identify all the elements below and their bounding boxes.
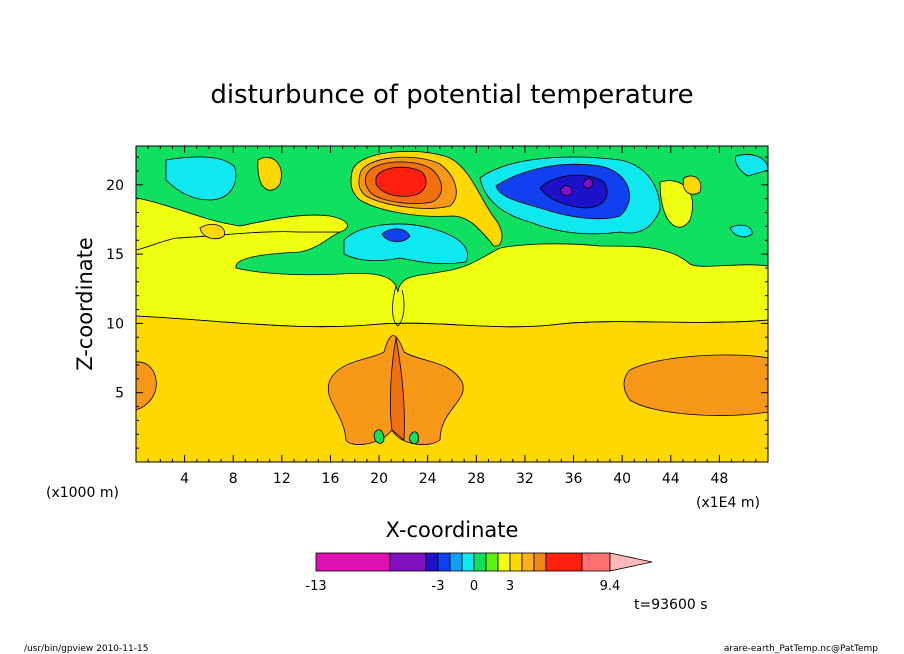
colorbar-label: 9.4 <box>600 579 621 594</box>
colorbar-arrow <box>609 552 653 572</box>
chart-title: disturbunce of potential temperature <box>210 80 693 110</box>
y-tick-label: 15 <box>106 247 124 263</box>
x-tick-label: 12 <box>273 471 291 487</box>
x-tick-label: 48 <box>710 471 728 487</box>
region-yellow-spot <box>257 157 282 191</box>
colorbar-segment <box>533 552 547 572</box>
y-tick-label: 20 <box>106 178 124 194</box>
region-central-plume <box>389 337 405 441</box>
colorbar: -13 -3 0 3 9.4 <box>305 552 653 594</box>
x-tick-label: 36 <box>565 471 583 487</box>
colorbar-segment <box>509 552 523 572</box>
colorbar-label: 0 <box>470 579 478 594</box>
x-axis: 4 8 12 16 20 24 28 32 36 40 44 48 <box>147 146 757 487</box>
region-lower-right-blob <box>623 354 768 416</box>
region-upper-yellow-pocket <box>136 197 348 251</box>
x-tick-label: 4 <box>180 471 189 487</box>
colorbar-segment <box>315 552 391 572</box>
region-cyan-left <box>165 156 237 201</box>
x-unit-right: (x1E4 m) <box>696 495 760 511</box>
x-axis-label: X-coordinate <box>386 518 519 542</box>
colorbar-segment <box>389 552 427 572</box>
footer-right: arare-earth_PatTemp.nc@PatTemp <box>724 644 878 654</box>
colorbar-label: -13 <box>305 579 326 594</box>
x-tick-label: 16 <box>322 471 340 487</box>
colorbar-label: -3 <box>432 579 445 594</box>
x-tick-label: 32 <box>516 471 534 487</box>
x-tick-label: 24 <box>419 471 437 487</box>
x-tick-label: 28 <box>467 471 485 487</box>
colorbar-label: 3 <box>506 579 514 594</box>
colorbar-segment <box>461 552 475 572</box>
region-warm-core-max <box>375 166 427 197</box>
y-tick-label: 5 <box>115 386 124 402</box>
region-lower-left-blob <box>136 361 157 411</box>
y-axis: 5 10 15 20 <box>106 156 768 449</box>
contour-line <box>392 285 405 327</box>
y-tick-label: 10 <box>106 316 124 332</box>
colorbar-segment <box>473 552 487 572</box>
region-cold-spots <box>373 429 419 444</box>
region-yellow-spot-2 <box>682 175 702 195</box>
colorbar-segment <box>449 552 463 572</box>
colorbar-segment <box>437 552 451 572</box>
colorbar-segment <box>497 552 511 572</box>
region-blue-center <box>381 228 411 243</box>
x-tick-label: 44 <box>662 471 680 487</box>
y-axis-label: Z-coordinate <box>73 237 97 371</box>
colorbar-segment <box>485 552 499 572</box>
colorbar-segment <box>581 552 611 572</box>
colorbar-segment <box>521 552 535 572</box>
x-tick-label: 20 <box>370 471 388 487</box>
time-label: t=93600 s <box>634 597 708 613</box>
region-purple-right <box>559 178 593 196</box>
x-unit-left: (x1000 m) <box>46 485 119 501</box>
footer-left: /usr/bin/gpview 2010-11-15 <box>24 644 148 654</box>
region-upper-right-yellow <box>659 180 693 228</box>
colorbar-segment <box>545 552 583 572</box>
region-yellow-spot-3 <box>199 223 226 240</box>
x-tick-label: 8 <box>229 471 238 487</box>
colorbar-segment <box>425 552 439 572</box>
contour-field <box>135 145 769 463</box>
contour-line <box>136 315 768 328</box>
region-cyan-center <box>343 223 468 265</box>
region-cyan-small <box>729 154 768 238</box>
x-tick-label: 40 <box>613 471 631 487</box>
